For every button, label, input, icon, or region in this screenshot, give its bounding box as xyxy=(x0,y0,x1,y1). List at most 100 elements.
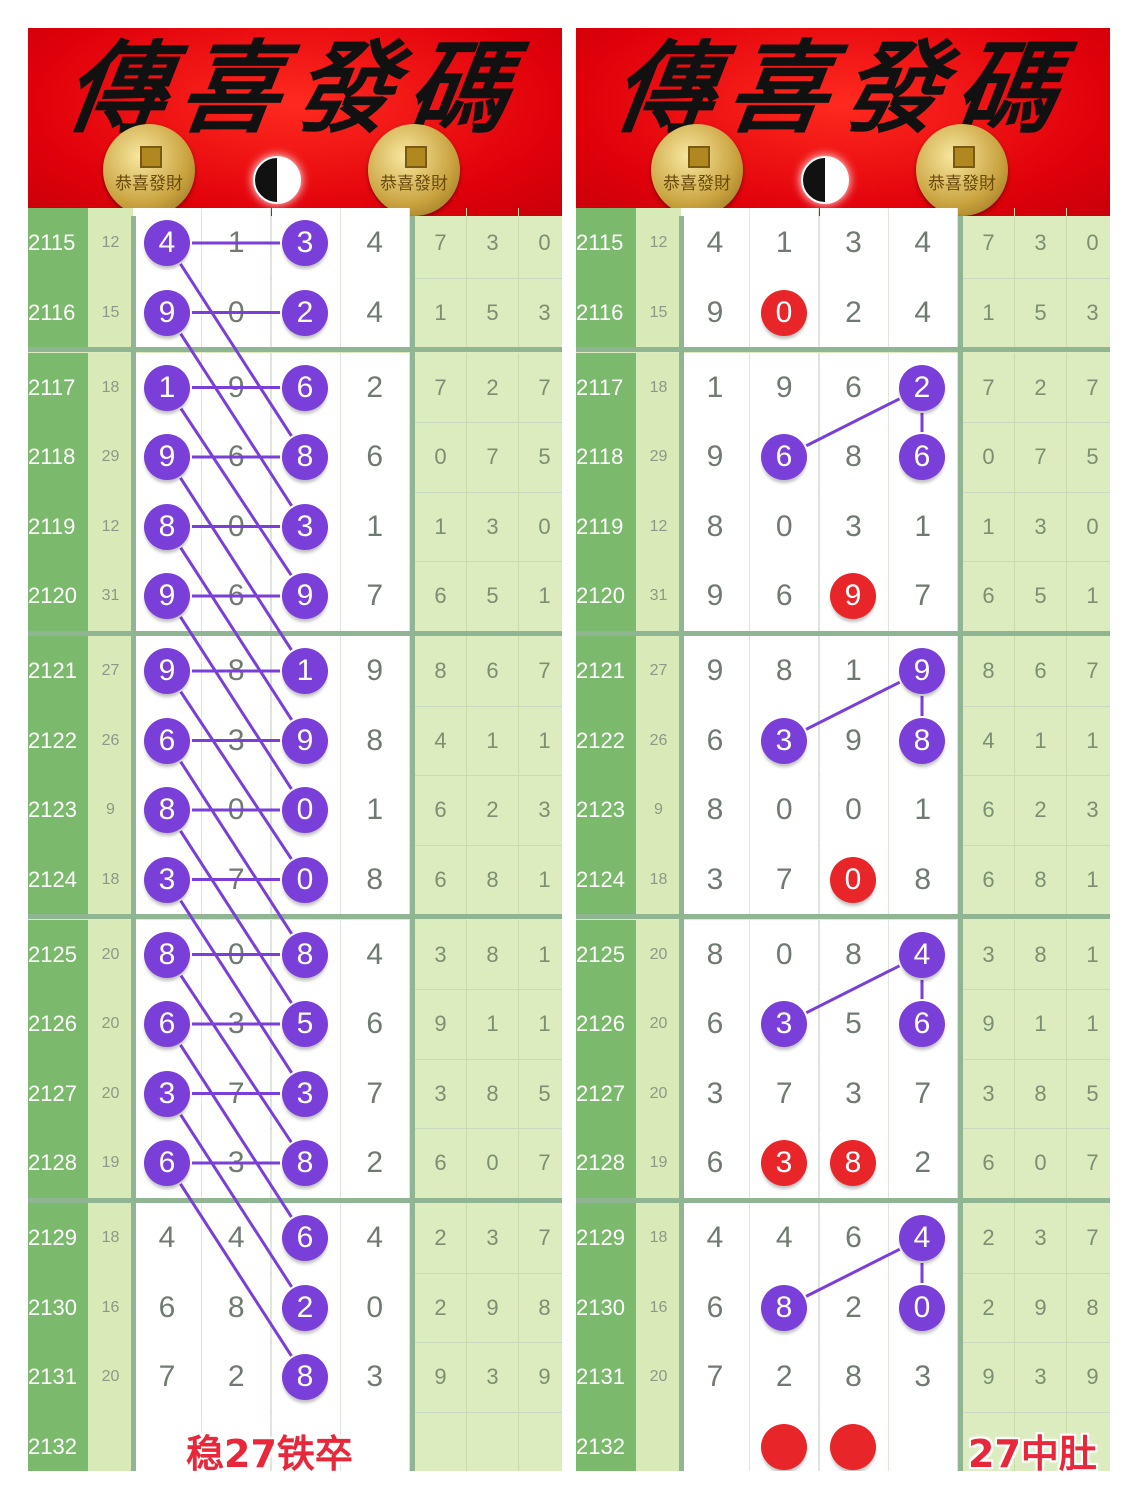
table-row: 2129 18 4 4 6 2 3 7 xyxy=(576,1203,1110,1273)
digit-cell: 2 xyxy=(340,1128,410,1198)
digit-cell: 9 xyxy=(750,352,820,423)
sum-cell: 12 xyxy=(636,491,681,562)
gold-coin-icon: 恭喜發財 xyxy=(103,124,195,216)
column-divider xyxy=(131,216,136,1471)
table-row: 2117 18 1 9 6 7 2 7 xyxy=(576,352,1110,423)
tail-cell: 9 xyxy=(1067,1342,1110,1412)
digit-cell: 8 xyxy=(681,491,750,562)
group-divider xyxy=(28,914,562,920)
digit-cell: 7 xyxy=(888,561,958,631)
purple-ball: 8 xyxy=(144,931,190,978)
tail-cell: 7 xyxy=(519,1203,562,1273)
tail-cell: 2 xyxy=(963,1203,1015,1273)
tail-cell: 3 xyxy=(467,491,519,562)
coin-lettering: 恭喜發財 xyxy=(115,174,183,194)
purple-ball: 9 xyxy=(282,573,328,619)
digit-cell: 8 xyxy=(888,844,958,915)
period-cell: 2116 xyxy=(28,277,88,348)
tail-cell: 7 xyxy=(467,422,519,492)
period-number: 2126 xyxy=(28,1011,77,1036)
sum-cell: 20 xyxy=(636,1342,681,1412)
sum-cell: 20 xyxy=(636,989,681,1059)
digit-cell: 1 xyxy=(888,491,958,562)
purple-ball: 8 xyxy=(899,717,945,764)
tail-cell: 3 xyxy=(1015,491,1067,562)
period-cell: 2115 xyxy=(576,208,636,278)
tail-cell xyxy=(1015,1411,1067,1471)
purple-ball: 8 xyxy=(144,503,190,550)
digit-cell: 2 xyxy=(819,277,889,348)
banner-lettering-logo: 傳喜發碼 xyxy=(606,29,1080,147)
tail-cell: 2 xyxy=(963,1272,1015,1343)
digit-cell: 1 xyxy=(888,775,958,845)
period-cell: 2129 xyxy=(28,1203,88,1273)
digit-cell: 7 xyxy=(202,844,272,915)
digit-cell: 1 xyxy=(340,775,410,845)
tail-cell: 9 xyxy=(415,1342,467,1412)
tail-cell: 5 xyxy=(467,561,519,631)
digit-cell: 0 xyxy=(202,919,272,990)
table-row: 2123 9 8 0 0 1 6 2 3 xyxy=(576,775,1110,845)
tail-cell: 4 xyxy=(415,705,467,776)
purple-ball: 6 xyxy=(282,1215,328,1261)
tail-cell: 1 xyxy=(519,561,562,631)
tail-cell: 3 xyxy=(963,1058,1015,1129)
period-cell: 2131 xyxy=(576,1342,636,1412)
purple-ball: 3 xyxy=(282,1070,328,1117)
period-cell: 2132 xyxy=(28,1411,88,1471)
digit-cell: 6 xyxy=(681,705,750,776)
gold-coin-icon: 恭喜發財 xyxy=(916,124,1008,216)
digit-cell: 1 xyxy=(681,352,750,423)
digit-cell: 3 xyxy=(888,1342,958,1412)
tail-cell: 5 xyxy=(519,422,562,492)
digit-cell: 6 xyxy=(681,989,750,1059)
digit-cell: 9 xyxy=(681,422,750,492)
tail-cell: 0 xyxy=(1015,1128,1067,1198)
column-divider xyxy=(679,216,684,1471)
tail-cell xyxy=(467,1411,519,1471)
period-number: 2115 xyxy=(576,230,624,255)
purple-ball: 3 xyxy=(144,856,190,903)
sum-cell: 20 xyxy=(636,919,681,990)
period-number: 2116 xyxy=(28,299,76,325)
tail-cell: 7 xyxy=(519,636,562,706)
period-cell: 2124 xyxy=(576,844,636,915)
tail-cell: 1 xyxy=(963,277,1015,348)
red-ball xyxy=(830,1423,876,1470)
period-number: 2118 xyxy=(576,444,624,469)
red-ball xyxy=(761,1423,807,1470)
digit-cell: 0 xyxy=(819,775,889,845)
period-cell: 2126 xyxy=(576,989,636,1059)
group-divider xyxy=(28,630,562,636)
coin-hole xyxy=(405,146,427,168)
digit-cell: 8 xyxy=(681,919,750,990)
purple-ball: 1 xyxy=(282,648,328,694)
tail-cell: 2 xyxy=(1015,775,1067,845)
sum-cell: 20 xyxy=(88,919,133,990)
period-number: 2130 xyxy=(28,1294,77,1320)
sum-cell: 16 xyxy=(88,1272,133,1343)
tail-cell: 3 xyxy=(1015,1342,1067,1412)
digit-cell: 3 xyxy=(819,208,889,278)
red-ball: 0 xyxy=(830,856,876,903)
period-cell: 2123 xyxy=(576,775,636,845)
digit-cell: 1 xyxy=(340,491,410,562)
tail-cell: 1 xyxy=(1067,561,1110,631)
digit-cell: 0 xyxy=(202,775,272,845)
digit-cell: 9 xyxy=(681,561,750,631)
sum-cell: 31 xyxy=(88,561,133,631)
digit-cell: 4 xyxy=(340,919,410,990)
digit-cell: 8 xyxy=(750,636,820,706)
tail-cell: 0 xyxy=(1067,208,1110,278)
period-cell: 2120 xyxy=(28,561,88,631)
tail-cell: 1 xyxy=(963,491,1015,562)
digit-cell: 7 xyxy=(202,1058,272,1129)
tail-cell: 8 xyxy=(415,636,467,706)
period-number: 2116 xyxy=(576,299,624,325)
purple-ball: 9 xyxy=(144,434,190,480)
tail-cell: 5 xyxy=(467,277,519,348)
period-cell: 2119 xyxy=(28,491,88,562)
period-number: 2122 xyxy=(28,727,77,753)
tail-cell: 9 xyxy=(963,1342,1015,1412)
table-row: 2128 19 6 2 6 0 7 xyxy=(576,1128,1110,1198)
